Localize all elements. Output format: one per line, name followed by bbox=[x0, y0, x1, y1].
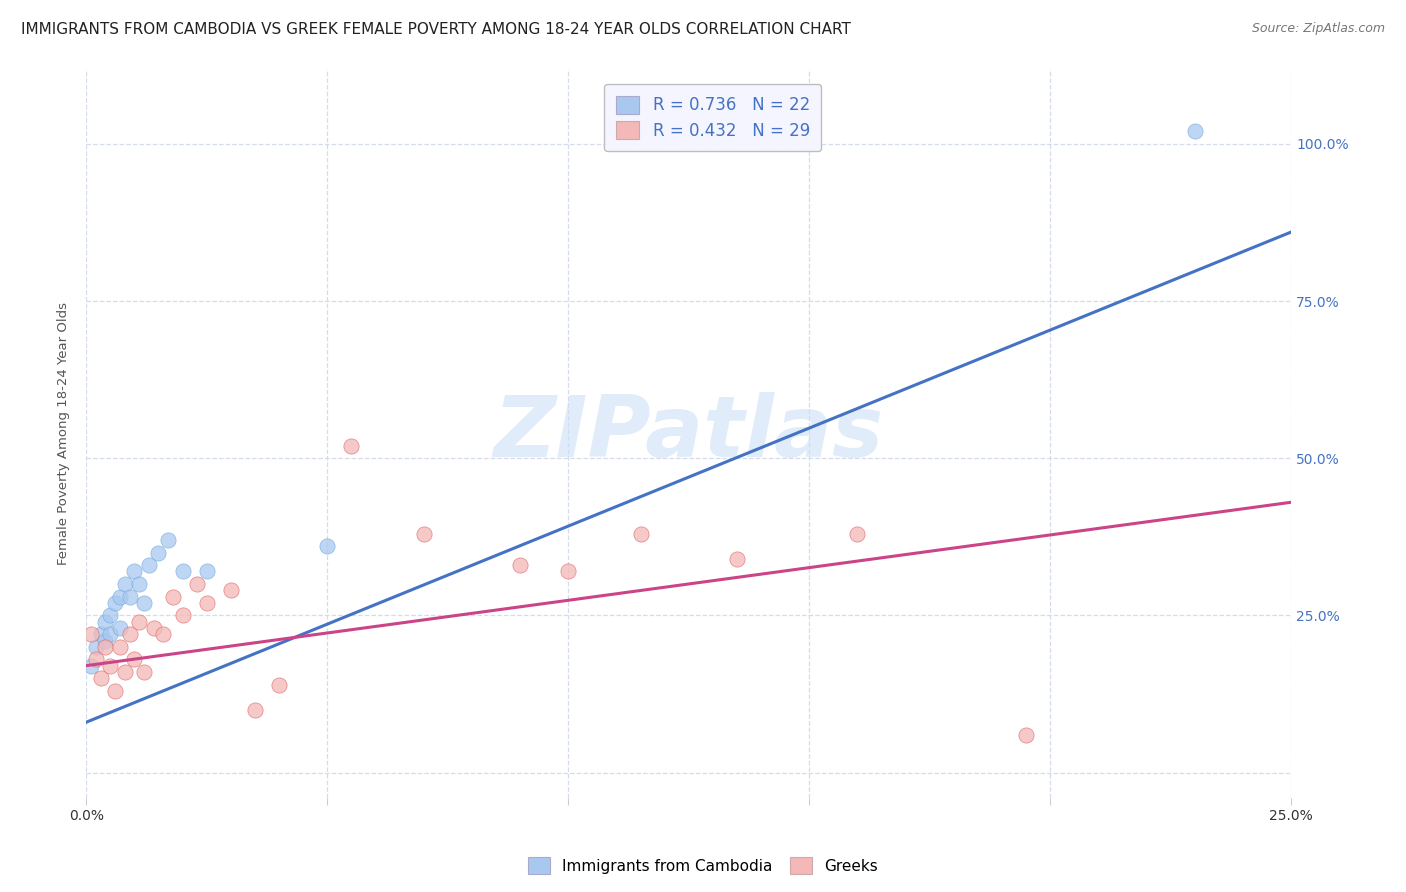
Point bbox=[162, 590, 184, 604]
Point bbox=[90, 627, 112, 641]
Point bbox=[132, 665, 155, 679]
Point bbox=[114, 577, 136, 591]
Point bbox=[94, 633, 117, 648]
Point bbox=[138, 558, 160, 573]
Text: Source: ZipAtlas.com: Source: ZipAtlas.com bbox=[1251, 22, 1385, 36]
Point bbox=[98, 658, 121, 673]
Point bbox=[1015, 728, 1038, 742]
Point bbox=[340, 439, 363, 453]
Point bbox=[84, 652, 107, 666]
Point bbox=[108, 590, 131, 604]
Point bbox=[148, 545, 170, 559]
Y-axis label: Female Poverty Among 18-24 Year Olds: Female Poverty Among 18-24 Year Olds bbox=[58, 301, 70, 565]
Point bbox=[152, 627, 174, 641]
Point bbox=[108, 621, 131, 635]
Point bbox=[509, 558, 531, 573]
Point bbox=[172, 608, 194, 623]
Legend: Immigrants from Cambodia, Greeks: Immigrants from Cambodia, Greeks bbox=[522, 851, 884, 880]
Point bbox=[124, 565, 146, 579]
Point bbox=[104, 596, 127, 610]
Point bbox=[195, 596, 218, 610]
Point bbox=[132, 596, 155, 610]
Point bbox=[90, 671, 112, 685]
Text: IMMIGRANTS FROM CAMBODIA VS GREEK FEMALE POVERTY AMONG 18-24 YEAR OLDS CORRELATI: IMMIGRANTS FROM CAMBODIA VS GREEK FEMALE… bbox=[21, 22, 851, 37]
Point bbox=[1184, 124, 1206, 138]
Point bbox=[124, 652, 146, 666]
Point bbox=[219, 583, 242, 598]
Point bbox=[94, 615, 117, 629]
Point bbox=[243, 703, 266, 717]
Point bbox=[142, 621, 165, 635]
Point bbox=[104, 683, 127, 698]
Point bbox=[157, 533, 180, 547]
Point bbox=[846, 526, 869, 541]
Point bbox=[725, 551, 748, 566]
Point bbox=[118, 590, 141, 604]
Point bbox=[412, 526, 434, 541]
Point bbox=[80, 658, 103, 673]
Point bbox=[630, 526, 652, 541]
Text: ZIPatlas: ZIPatlas bbox=[494, 392, 884, 475]
Point bbox=[172, 565, 194, 579]
Point bbox=[84, 640, 107, 654]
Point bbox=[195, 565, 218, 579]
Point bbox=[267, 677, 290, 691]
Legend: R = 0.736   N = 22, R = 0.432   N = 29: R = 0.736 N = 22, R = 0.432 N = 29 bbox=[605, 84, 821, 152]
Point bbox=[128, 577, 150, 591]
Point bbox=[98, 608, 121, 623]
Point bbox=[94, 640, 117, 654]
Point bbox=[108, 640, 131, 654]
Point bbox=[128, 615, 150, 629]
Point bbox=[98, 627, 121, 641]
Point bbox=[186, 577, 208, 591]
Point bbox=[557, 565, 579, 579]
Point bbox=[316, 539, 339, 553]
Point bbox=[118, 627, 141, 641]
Point bbox=[114, 665, 136, 679]
Point bbox=[80, 627, 103, 641]
